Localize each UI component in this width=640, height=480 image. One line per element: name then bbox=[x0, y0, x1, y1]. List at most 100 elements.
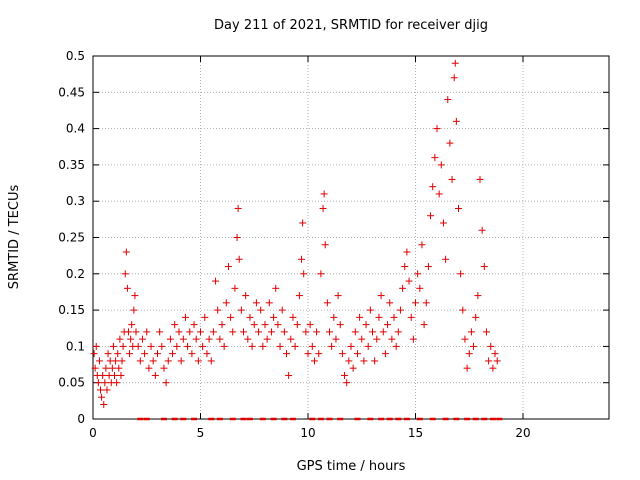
scatter-point bbox=[149, 357, 157, 365]
scatter-point bbox=[119, 342, 127, 350]
scatter-point bbox=[177, 357, 185, 365]
data-points bbox=[90, 59, 503, 421]
scatter-point bbox=[233, 234, 241, 241]
scatter-point bbox=[358, 335, 366, 343]
scatter-point bbox=[332, 335, 340, 343]
scatter-point bbox=[451, 59, 459, 67]
y-tick-label: 0.25 bbox=[58, 231, 85, 245]
scatter-point bbox=[396, 306, 404, 314]
scatter-point bbox=[463, 364, 471, 372]
scatter-point bbox=[336, 321, 344, 329]
scatter-point bbox=[394, 328, 402, 336]
scatter-point bbox=[151, 371, 159, 379]
scatter-point bbox=[131, 292, 139, 300]
scatter-point bbox=[345, 357, 353, 365]
scatter-point bbox=[412, 299, 419, 307]
scatter-point bbox=[190, 321, 198, 329]
scatter-point bbox=[280, 328, 288, 336]
x-tick-label: 0 bbox=[89, 426, 97, 440]
scatter-point bbox=[118, 357, 126, 365]
scatter-point bbox=[435, 190, 443, 198]
scatter-point bbox=[224, 263, 232, 271]
scatter-point bbox=[341, 371, 349, 379]
scatter-point bbox=[173, 342, 181, 350]
scatter-point bbox=[326, 328, 333, 336]
scatter-point bbox=[315, 350, 323, 358]
scatter-point bbox=[101, 379, 109, 387]
scatter-point bbox=[489, 364, 497, 372]
scatter-point bbox=[124, 328, 132, 336]
scatter-point bbox=[169, 350, 177, 358]
scatter-point bbox=[244, 335, 252, 343]
scatter-point bbox=[467, 328, 475, 336]
scatter-point bbox=[234, 204, 242, 212]
scatter-point bbox=[330, 313, 338, 321]
scatter-point bbox=[270, 313, 278, 321]
scatter-point bbox=[162, 379, 170, 387]
scatter-point bbox=[92, 342, 100, 350]
scatter-point bbox=[313, 328, 321, 336]
scatter-point bbox=[141, 350, 149, 358]
scatter-point bbox=[164, 357, 172, 365]
scatter-point bbox=[160, 364, 168, 372]
scatter-point bbox=[478, 226, 486, 234]
scatter-point bbox=[320, 190, 328, 198]
scatter-point bbox=[433, 125, 441, 133]
scatter-point bbox=[448, 175, 456, 183]
scatter-point bbox=[123, 284, 131, 292]
y-tick-label: 0.15 bbox=[58, 303, 85, 317]
scatter-point bbox=[175, 328, 183, 336]
scatter-point bbox=[115, 364, 123, 372]
y-tick-label: 0.3 bbox=[66, 194, 85, 208]
y-tick-label: 0.5 bbox=[66, 49, 85, 63]
scatter-point bbox=[439, 219, 447, 227]
scatter-point bbox=[338, 350, 346, 358]
scatter-point bbox=[291, 342, 299, 350]
scatter-point bbox=[184, 342, 192, 350]
scatter-point bbox=[343, 379, 351, 387]
scatter-point bbox=[480, 263, 488, 271]
scatter-point bbox=[227, 313, 235, 321]
scatter-point bbox=[95, 357, 103, 365]
scatter-point bbox=[381, 350, 389, 358]
x-tick-label: 15 bbox=[408, 426, 423, 440]
scatter-point bbox=[207, 357, 215, 365]
scatter-point bbox=[446, 139, 454, 147]
scatter-point bbox=[310, 357, 318, 365]
scatter-point bbox=[334, 292, 342, 300]
x-axis-label: GPS time / hours bbox=[297, 459, 406, 474]
scatter-point bbox=[171, 321, 179, 329]
grid-lines bbox=[93, 56, 609, 419]
scatter-point bbox=[375, 313, 383, 321]
scatter-point bbox=[255, 328, 263, 336]
scatter-point bbox=[377, 292, 385, 300]
scatter-point bbox=[91, 364, 99, 372]
scatter-point bbox=[186, 328, 194, 336]
scatter-point bbox=[308, 342, 316, 350]
y-tick-label: 0.45 bbox=[58, 85, 85, 99]
scatter-point bbox=[188, 350, 196, 358]
y-tick-label: 0.4 bbox=[66, 122, 85, 136]
scatter-point bbox=[472, 313, 480, 321]
scatter-point bbox=[220, 342, 228, 350]
scatter-point bbox=[493, 357, 501, 365]
scatter-point bbox=[405, 277, 413, 285]
scatter-point bbox=[420, 321, 428, 329]
y-axis-label: SRMTID / TECUs bbox=[7, 185, 22, 290]
scatter-point bbox=[366, 306, 374, 314]
scatter-point bbox=[442, 255, 450, 263]
scatter-point bbox=[145, 364, 153, 372]
scatter-point bbox=[390, 313, 398, 321]
scatter-point bbox=[235, 255, 243, 263]
scatter-point bbox=[261, 321, 269, 329]
scatter-point bbox=[181, 313, 189, 321]
scatter-point bbox=[470, 342, 478, 350]
scatter-point bbox=[212, 277, 220, 285]
scatter-point bbox=[259, 342, 267, 350]
scatter-point bbox=[482, 328, 490, 336]
scatter-point bbox=[113, 379, 121, 387]
scatter-point bbox=[429, 183, 437, 191]
scatter-point bbox=[353, 350, 361, 358]
scatter-point bbox=[416, 284, 424, 292]
